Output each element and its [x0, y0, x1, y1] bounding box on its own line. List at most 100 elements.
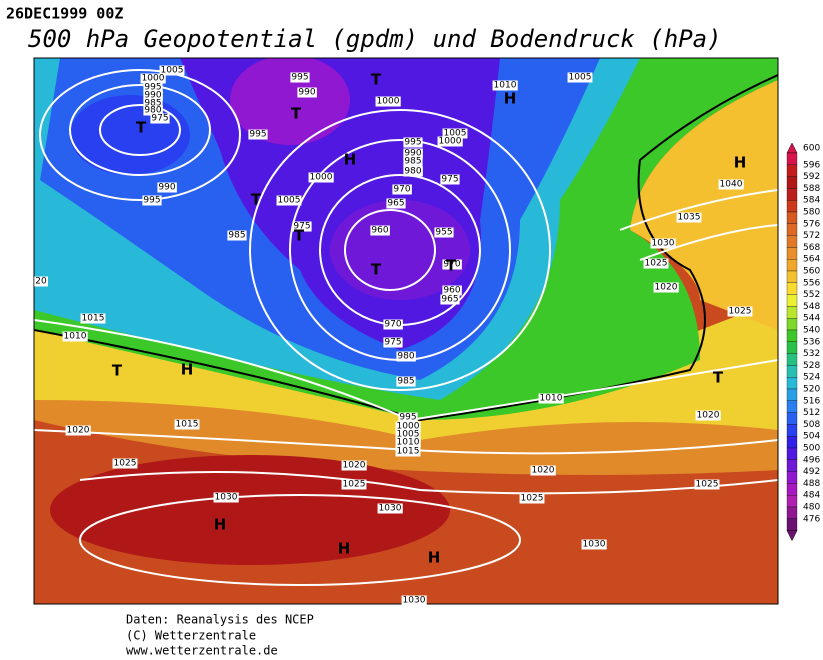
isobar-label-bg — [403, 156, 423, 167]
isobar-label: 985 — [397, 377, 414, 387]
isobar-label-bg — [143, 98, 163, 109]
colorbar-label: 492 — [803, 467, 820, 477]
isobar-label-bg — [440, 294, 460, 305]
colorbar-label: 500 — [803, 444, 820, 454]
isobar-label-bg — [395, 446, 421, 457]
isobar-label: 1025 — [645, 259, 668, 269]
isobar-label: 965 — [441, 295, 458, 305]
isobar-label-bg — [80, 313, 106, 324]
isobar-label: 1030 — [652, 239, 675, 249]
isobar-label: 955 — [435, 228, 452, 238]
isobar-label: 20 — [35, 277, 47, 287]
pressure-center: H — [338, 540, 351, 558]
isobar-label-bg — [308, 172, 334, 183]
colorbar-swatch — [786, 294, 798, 307]
isobar-label-bg — [159, 65, 185, 76]
isobar-label: 1020 — [532, 466, 555, 476]
pressure-center: T — [112, 362, 123, 380]
isobar-label: 1030 — [379, 504, 402, 514]
isobar-label-bg — [396, 376, 416, 387]
isobar-label-bg — [437, 136, 463, 147]
isobar-label: 1030 — [215, 493, 238, 503]
isobar-label: 970 — [443, 260, 460, 270]
isobar-label: 980 — [397, 352, 414, 362]
colorbar-swatch — [786, 270, 798, 283]
isobar-label: 980 — [404, 167, 421, 177]
isobar-label-bg — [341, 460, 367, 471]
isobar-label-bg — [375, 96, 401, 107]
colorbar-swatch — [786, 412, 798, 425]
isobar-label-bg — [140, 73, 166, 84]
isobar-label-bg — [440, 174, 460, 185]
isobar-label-bg — [174, 419, 200, 430]
pressure-center: H — [214, 516, 227, 534]
isobar-label-bg — [248, 129, 268, 140]
isobar-label: 1005 — [397, 430, 420, 440]
colorbar-label: 524 — [803, 373, 820, 383]
isobar-label-bg — [718, 179, 744, 190]
isobar-label: 990 — [144, 91, 161, 101]
colorbar-label: 540 — [803, 326, 820, 336]
isobar-label-bg — [403, 148, 423, 159]
isobar-label: 1025 — [521, 494, 544, 504]
colorbar-label: 504 — [803, 432, 820, 442]
isobar-label-bg — [341, 479, 367, 490]
isobar-label: 1000 — [397, 422, 420, 432]
colorbar-swatch — [786, 447, 798, 460]
isobar-label-bg — [653, 282, 679, 293]
colorbar-label: 552 — [803, 290, 820, 300]
isobar-label: 1030 — [403, 596, 426, 606]
pressure-center: T — [291, 105, 302, 123]
isobar-label-bg — [442, 128, 468, 139]
pressure-center: H — [344, 151, 357, 169]
isobar-label: 970 — [393, 185, 410, 195]
colorbar-label: 516 — [803, 396, 820, 406]
isobar-label: 1010 — [494, 81, 517, 91]
isobar-label-bg — [567, 72, 593, 83]
colorbar-label: 508 — [803, 420, 820, 430]
isobar-label-bg — [492, 80, 518, 91]
colorbar-label: 532 — [803, 349, 820, 359]
isobar-label: 1005 — [161, 66, 184, 76]
isobar-label: 995 — [291, 73, 308, 83]
isobar-label-bg — [395, 421, 421, 432]
colorbar-label: 512 — [803, 408, 820, 418]
isobar-label: 1000 — [377, 97, 400, 107]
isobar-label: 995 — [249, 130, 266, 140]
colorbar-swatch — [786, 188, 798, 201]
isobar-label: 995 — [143, 196, 160, 206]
isobar-label-bg — [62, 331, 88, 342]
isobar-label-bg — [396, 351, 416, 362]
colorbar-label: 484 — [803, 491, 820, 501]
colorbar-swatch — [786, 353, 798, 366]
isobar-label: 1020 — [655, 283, 678, 293]
isobar-label: 1005 — [444, 129, 467, 139]
colorbar-swatch — [786, 223, 798, 236]
colorbar-swatch — [786, 400, 798, 413]
isobar-label: 1025 — [729, 307, 752, 317]
isobar-label-bg — [401, 595, 427, 606]
isobar-label: 1035 — [678, 213, 701, 223]
isobar-label: 1010 — [540, 394, 563, 404]
isobar-label-bg — [34, 276, 48, 287]
isobar-label-bg — [370, 225, 390, 236]
colorbar-label: 476 — [803, 514, 820, 524]
credit: (C) Wetterzentrale — [126, 629, 256, 643]
isobar-label-bg — [290, 72, 310, 83]
isobar-label-bg — [403, 137, 423, 148]
isobar-label-bg — [383, 319, 403, 330]
colorbar-label: 520 — [803, 385, 820, 395]
isobar-label: 985 — [228, 231, 245, 241]
pressure-center: H — [428, 549, 441, 567]
colorbar-swatch — [786, 247, 798, 260]
isobar-label-bg — [297, 87, 317, 98]
colorbar-label: 580 — [803, 208, 820, 218]
isobar-label-bg — [292, 221, 312, 232]
isobar-label-bg — [377, 503, 403, 514]
isobar-label: 1005 — [569, 73, 592, 83]
colorbar-label: 600 — [803, 144, 820, 154]
isobar-label: 985 — [144, 99, 161, 109]
colorbar-swatch — [786, 377, 798, 390]
colorbar-label: 592 — [803, 172, 820, 182]
